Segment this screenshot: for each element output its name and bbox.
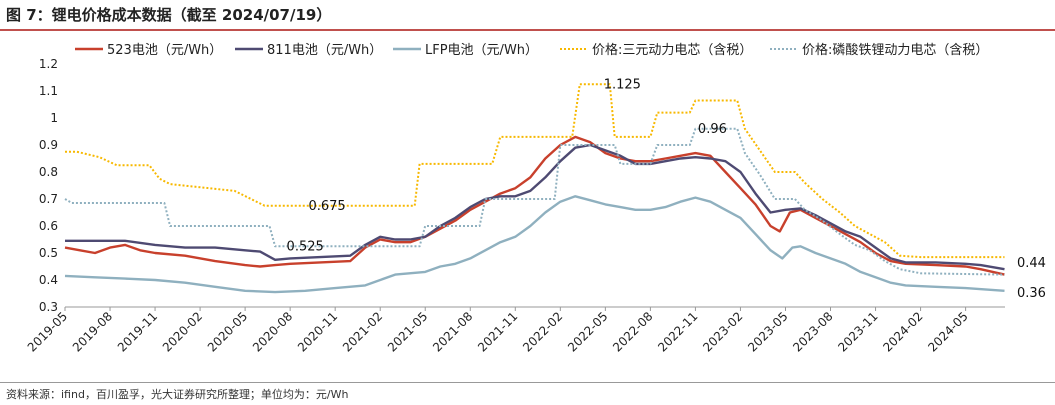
x-tick-label: 2022-08 bbox=[610, 309, 655, 354]
y-tick-label: 1.2 bbox=[39, 57, 58, 71]
source-note: 资料来源：ifind，百川盈孚，光大证券研究所整理；单位均为：元/Wh bbox=[6, 388, 349, 401]
x-tick-label: 2021-11 bbox=[475, 309, 520, 354]
x-tick-label: 2020-08 bbox=[250, 309, 295, 354]
y-tick-label: 0.3 bbox=[39, 300, 58, 314]
series-line-4 bbox=[65, 83, 1005, 259]
x-tick-label: 2023-11 bbox=[835, 309, 880, 354]
x-tick-label: 2021-05 bbox=[385, 309, 430, 354]
x-tick-label: 2023-05 bbox=[745, 309, 790, 354]
x-tick-label: 2023-08 bbox=[790, 309, 835, 354]
x-tick-label: 2019-11 bbox=[115, 309, 160, 354]
x-tick-label: 2019-08 bbox=[70, 309, 115, 354]
x-tick-label: 2021-08 bbox=[430, 309, 475, 354]
legend-entry: 811电池（元/Wh） bbox=[267, 43, 382, 58]
x-tick-label: 2020-02 bbox=[160, 309, 205, 354]
legend: 523电池（元/Wh） 811电池（元/Wh） LFP电池（元/Wh） 价格:三元动力… bbox=[75, 42, 988, 58]
x-tick-label: 2021-02 bbox=[340, 309, 385, 354]
y-tick-label: 1.1 bbox=[39, 84, 58, 98]
chart-container: 0.3 0.4 0.5 0.6 0.7 0.8 0.9 1 1.1 1.2 2019-05 2019-… bbox=[0, 34, 1055, 379]
y-tick-label: 1 bbox=[50, 111, 58, 125]
y-tick-label: 0.5 bbox=[39, 246, 58, 260]
title-bar: 图 7：锂电价格成本数据（截至 2024/07/19） bbox=[0, 0, 1055, 31]
legend-entry: 523电池（元/Wh） bbox=[107, 43, 222, 58]
y-tick-label: 0.8 bbox=[39, 165, 58, 179]
annotations: 0.675 0.525 1.125 0.96 0.44 0.36 bbox=[287, 77, 1046, 301]
x-tick-label: 2020-05 bbox=[205, 309, 250, 354]
y-tick-label: 0.7 bbox=[39, 192, 58, 206]
x-tick-label: 2024-05 bbox=[925, 309, 970, 354]
x-tick-label: 2019-05 bbox=[25, 309, 70, 354]
legend-entry: LFP电池（元/Wh） bbox=[425, 43, 538, 58]
x-tick-label: 2020-11 bbox=[295, 309, 340, 354]
x-tick-label: 2022-11 bbox=[655, 309, 700, 354]
series-line-3 bbox=[64, 195, 1005, 294]
series-line-1 bbox=[64, 135, 1005, 276]
y-tick-label: 0.9 bbox=[39, 138, 58, 152]
page-title: 图 7：锂电价格成本数据（截至 2024/07/19） bbox=[6, 6, 332, 24]
data-label: 1.125 bbox=[604, 77, 641, 92]
x-tick-label: 2022-02 bbox=[520, 309, 565, 354]
x-tick-label: 2024-02 bbox=[880, 309, 925, 354]
title-rule bbox=[0, 29, 1055, 31]
data-label: 0.96 bbox=[698, 122, 727, 137]
data-label: 0.44 bbox=[1017, 256, 1046, 271]
data-label: 0.525 bbox=[287, 239, 324, 254]
x-tick-label: 2023-02 bbox=[700, 309, 745, 354]
footer-rule bbox=[0, 382, 1055, 383]
data-label: 0.36 bbox=[1017, 286, 1046, 301]
x-tick-label: 2022-05 bbox=[565, 309, 610, 354]
y-tick-label: 0.4 bbox=[39, 273, 58, 287]
series-group bbox=[64, 83, 1005, 294]
series-line-5 bbox=[64, 127, 1005, 276]
legend-entry: 价格:磷酸铁锂动力电芯（含税） bbox=[802, 42, 988, 58]
data-label: 0.675 bbox=[308, 199, 345, 214]
y-tick-label: 0.6 bbox=[39, 219, 58, 233]
series-line-2 bbox=[65, 143, 1005, 271]
legend-entry: 价格:三元动力电芯（含税） bbox=[592, 42, 752, 58]
